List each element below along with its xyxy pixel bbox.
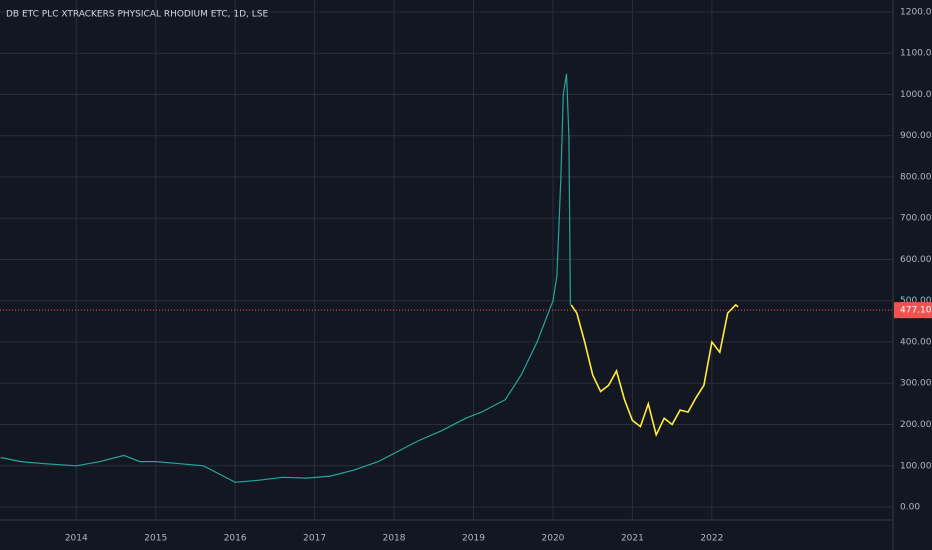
grid: [0, 0, 893, 520]
chart-title: DB ETC PLC XTRACKERS PHYSICAL RHODIUM ET…: [6, 10, 268, 20]
x-tick-label: 2019: [462, 534, 485, 544]
x-tick-label: 2016: [224, 534, 247, 544]
x-tick-label: 2017: [303, 534, 326, 544]
y-tick-label: 300.00: [900, 379, 932, 389]
y-tick-label: 900.00: [900, 131, 932, 141]
y-tick-label: 700.00: [900, 214, 932, 224]
y-tick-label: 100.00: [900, 461, 932, 471]
x-tick-label: 2022: [700, 534, 723, 544]
y-tick-label: 1000.00: [900, 90, 932, 100]
y-tick-label: 400.00: [900, 337, 932, 347]
x-tick-label: 2015: [144, 534, 167, 544]
last-price-box: [894, 302, 932, 319]
last-price-label: 477.10: [900, 306, 932, 316]
x-tick-label: 2021: [621, 534, 644, 544]
x-tick-label: 2018: [383, 534, 406, 544]
y-tick-label: 0.00: [900, 503, 920, 513]
line-price: [0, 73, 571, 483]
y-tick-label: 1100.00: [900, 49, 932, 59]
y-tick-label: 800.00: [900, 172, 932, 182]
y-tick-label: 500.00: [900, 296, 932, 306]
y-tick-label: 600.00: [900, 255, 932, 265]
x-tick-label: 2014: [65, 534, 88, 544]
line-projection: [570, 303, 739, 438]
y-tick-label: 1200.00: [900, 7, 932, 17]
y-tick-label: 200.00: [900, 420, 932, 430]
x-tick-label: 2020: [542, 534, 565, 544]
